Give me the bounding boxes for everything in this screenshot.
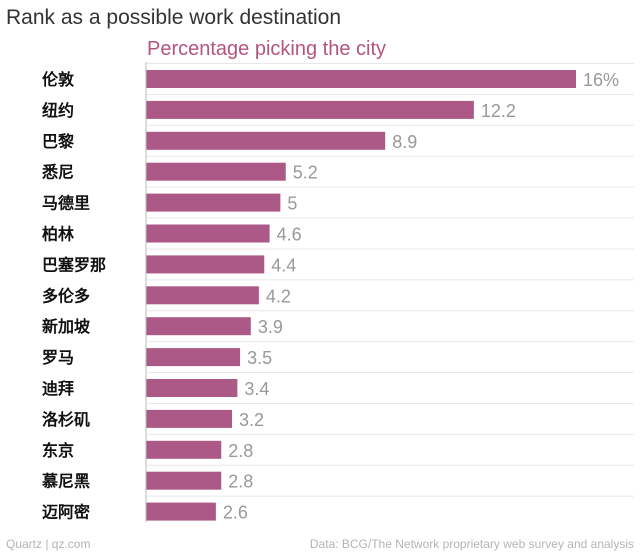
bar <box>146 193 281 212</box>
bars <box>146 70 576 521</box>
value-label: 2.8 <box>228 441 253 461</box>
value-label: 3.2 <box>239 410 264 430</box>
value-label: 8.9 <box>392 132 417 152</box>
value-label: 5.2 <box>293 163 318 183</box>
value-label: 2.8 <box>228 472 253 492</box>
bar <box>146 409 232 428</box>
category-label: 洛杉矶 <box>42 410 90 429</box>
category-label: 新加坡 <box>42 317 91 336</box>
footer-credit: Quartz | qz.com <box>6 537 91 551</box>
bar <box>146 70 576 88</box>
bar <box>146 286 259 305</box>
bar <box>146 100 474 119</box>
category-label: 巴塞罗那 <box>42 255 106 274</box>
value-label: 12.2 <box>481 101 516 121</box>
footer-source: Data: BCG/The Network proprietary web su… <box>309 537 634 551</box>
value-label: 4.4 <box>271 255 296 275</box>
category-label: 巴黎 <box>42 132 74 151</box>
category-label: 多伦多 <box>42 286 90 305</box>
bar <box>146 317 251 336</box>
bar <box>146 440 222 459</box>
value-label: 3.4 <box>244 379 269 399</box>
value-label: 2.6 <box>223 503 248 523</box>
value-label: 3.5 <box>247 348 272 368</box>
value-labels: 16% 12.2 8.9 5.2 5 4.6 4.4 4.2 3.9 3.5 3.4 3.2 2.8 2.… <box>223 70 619 523</box>
bar <box>146 131 386 150</box>
bar <box>146 348 241 367</box>
value-label: 16% <box>583 70 619 90</box>
category-label: 柏林 <box>42 225 74 244</box>
bar <box>146 379 238 397</box>
category-label: 罗马 <box>42 349 74 367</box>
category-label: 伦敦 <box>42 70 75 89</box>
category-label: 东京 <box>42 441 74 460</box>
category-label: 马德里 <box>42 194 90 213</box>
chart-title: Rank as a possible work destination <box>6 6 342 29</box>
bar <box>146 255 265 274</box>
chart-subtitle: Percentage picking the city <box>147 38 387 60</box>
category-label: 慕尼黑 <box>41 472 90 491</box>
bar <box>146 471 222 490</box>
value-label: 3.9 <box>258 317 283 337</box>
value-label: 5 <box>287 194 297 214</box>
bar <box>146 502 216 521</box>
value-label: 4.2 <box>266 286 291 306</box>
category-label: 纽约 <box>42 101 74 120</box>
category-label: 悉尼 <box>41 163 74 182</box>
grid-lines <box>146 63 634 497</box>
bar <box>146 162 286 181</box>
category-label: 迈阿密 <box>42 503 90 522</box>
value-label: 4.6 <box>277 225 302 245</box>
bar <box>146 224 270 243</box>
category-label: 迪拜 <box>42 379 74 398</box>
